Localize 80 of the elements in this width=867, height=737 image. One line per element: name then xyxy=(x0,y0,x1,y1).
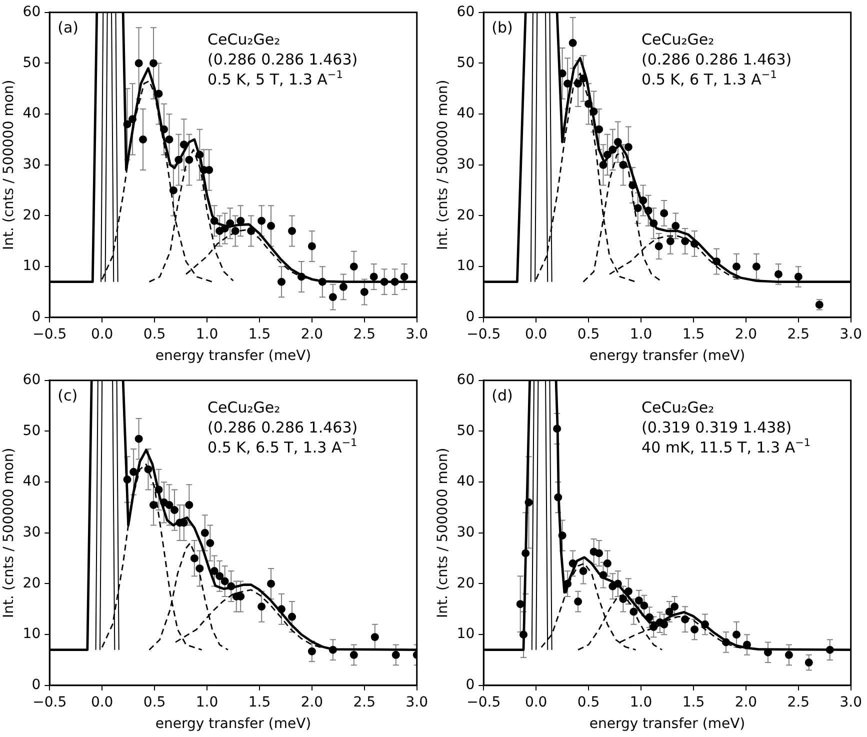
x-tick-label: −0.5 xyxy=(466,326,501,342)
y-tick-label: 0 xyxy=(32,309,41,326)
y-tick-label: 0 xyxy=(32,677,41,694)
y-tick-label: 10 xyxy=(456,626,475,642)
y-tick-label: 30 xyxy=(456,156,475,173)
y-tick-label: 20 xyxy=(22,207,41,224)
x-tick-label: 0.5 xyxy=(143,694,166,710)
y-tick-label: 0 xyxy=(466,677,475,694)
x-tick-label: 3.0 xyxy=(840,326,862,342)
y-axis-title: Int. (cnts / 500000 mon) xyxy=(1,80,18,250)
x-axis-title: energy transfer (meV) xyxy=(589,348,746,364)
x-tick-label: 2.5 xyxy=(353,694,376,710)
x-tick-label: 1.5 xyxy=(248,326,271,342)
x-tick-label: 3.0 xyxy=(406,694,428,710)
y-tick-label: 10 xyxy=(456,258,475,274)
annotation: (a) xyxy=(58,18,79,36)
x-tick-label: 2.0 xyxy=(300,694,324,710)
annotation: CeCu₂Ge₂ xyxy=(642,398,714,416)
annotation: CeCu₂Ge₂ xyxy=(208,398,280,416)
y-tick-label: 40 xyxy=(22,474,41,490)
x-tick-label: 0.5 xyxy=(577,694,600,710)
annotation: CeCu₂Ge₂ xyxy=(642,30,714,48)
x-axis-title: energy transfer (meV) xyxy=(589,716,746,732)
x-tick-label: 2.5 xyxy=(787,326,810,342)
y-tick-label: 60 xyxy=(22,4,41,20)
x-tick-label: 1.5 xyxy=(248,694,271,710)
x-tick-label: 0.0 xyxy=(90,694,114,710)
x-tick-label: 1.0 xyxy=(630,694,652,710)
x-tick-label: 0.0 xyxy=(90,326,114,342)
x-tick-label: 0.5 xyxy=(577,326,600,342)
annotation: (0.286 0.286 1.463) xyxy=(208,50,358,68)
x-tick-label: 1.0 xyxy=(630,326,652,342)
y-axis-title: Int. (cnts / 500000 mon) xyxy=(435,448,452,618)
x-tick-label: 1.0 xyxy=(196,694,218,710)
x-tick-label: 2.0 xyxy=(734,326,758,342)
y-axis-title: Int. (cnts / 500000 mon) xyxy=(435,80,452,250)
x-tick-label: −0.5 xyxy=(466,694,501,710)
y-tick-label: 60 xyxy=(456,4,475,20)
y-tick-label: 50 xyxy=(22,54,41,71)
x-tick-label: 1.5 xyxy=(682,326,705,342)
y-tick-label: 50 xyxy=(456,422,475,439)
annotation: CeCu₂Ge₂ xyxy=(208,30,280,48)
y-tick-label: 50 xyxy=(22,422,41,439)
y-tick-label: 40 xyxy=(22,106,41,122)
y-tick-label: 30 xyxy=(22,156,41,173)
y-tick-label: 0 xyxy=(466,309,475,326)
x-tick-label: 0.0 xyxy=(524,326,548,342)
annotation: (d) xyxy=(492,386,513,404)
x-tick-label: 1.0 xyxy=(196,326,218,342)
x-tick-label: 2.0 xyxy=(734,694,758,710)
x-tick-label: 3.0 xyxy=(840,694,862,710)
x-tick-label: 3.0 xyxy=(406,326,428,342)
y-tick-label: 40 xyxy=(456,474,475,490)
x-tick-label: 2.5 xyxy=(353,326,376,342)
y-tick-label: 30 xyxy=(22,524,41,541)
annotation: (b) xyxy=(492,18,513,36)
x-tick-label: 1.5 xyxy=(682,694,705,710)
annotation: (c) xyxy=(58,386,78,404)
x-tick-label: 2.0 xyxy=(300,326,324,342)
y-tick-label: 60 xyxy=(456,372,475,388)
y-tick-label: 30 xyxy=(456,524,475,541)
y-tick-label: 10 xyxy=(22,258,41,274)
x-tick-label: −0.5 xyxy=(32,694,67,710)
x-axis-title: energy transfer (meV) xyxy=(155,348,312,364)
x-tick-label: 0.5 xyxy=(143,326,166,342)
y-tick-label: 50 xyxy=(456,54,475,71)
x-tick-label: 0.0 xyxy=(524,694,548,710)
x-axis-title: energy transfer (meV) xyxy=(155,716,312,732)
annotation: (0.286 0.286 1.463) xyxy=(642,50,792,68)
x-tick-label: 2.5 xyxy=(787,694,810,710)
y-tick-label: 40 xyxy=(456,106,475,122)
annotation: (0.319 0.319 1.438) xyxy=(642,418,792,436)
annotation: (0.286 0.286 1.463) xyxy=(208,418,358,436)
y-tick-label: 10 xyxy=(22,626,41,642)
y-tick-label: 20 xyxy=(456,207,475,224)
y-tick-label: 60 xyxy=(22,372,41,388)
x-tick-label: −0.5 xyxy=(32,326,67,342)
y-tick-label: 20 xyxy=(22,575,41,592)
y-axis-title: Int. (cnts / 500000 mon) xyxy=(1,448,18,618)
y-tick-label: 20 xyxy=(456,575,475,592)
